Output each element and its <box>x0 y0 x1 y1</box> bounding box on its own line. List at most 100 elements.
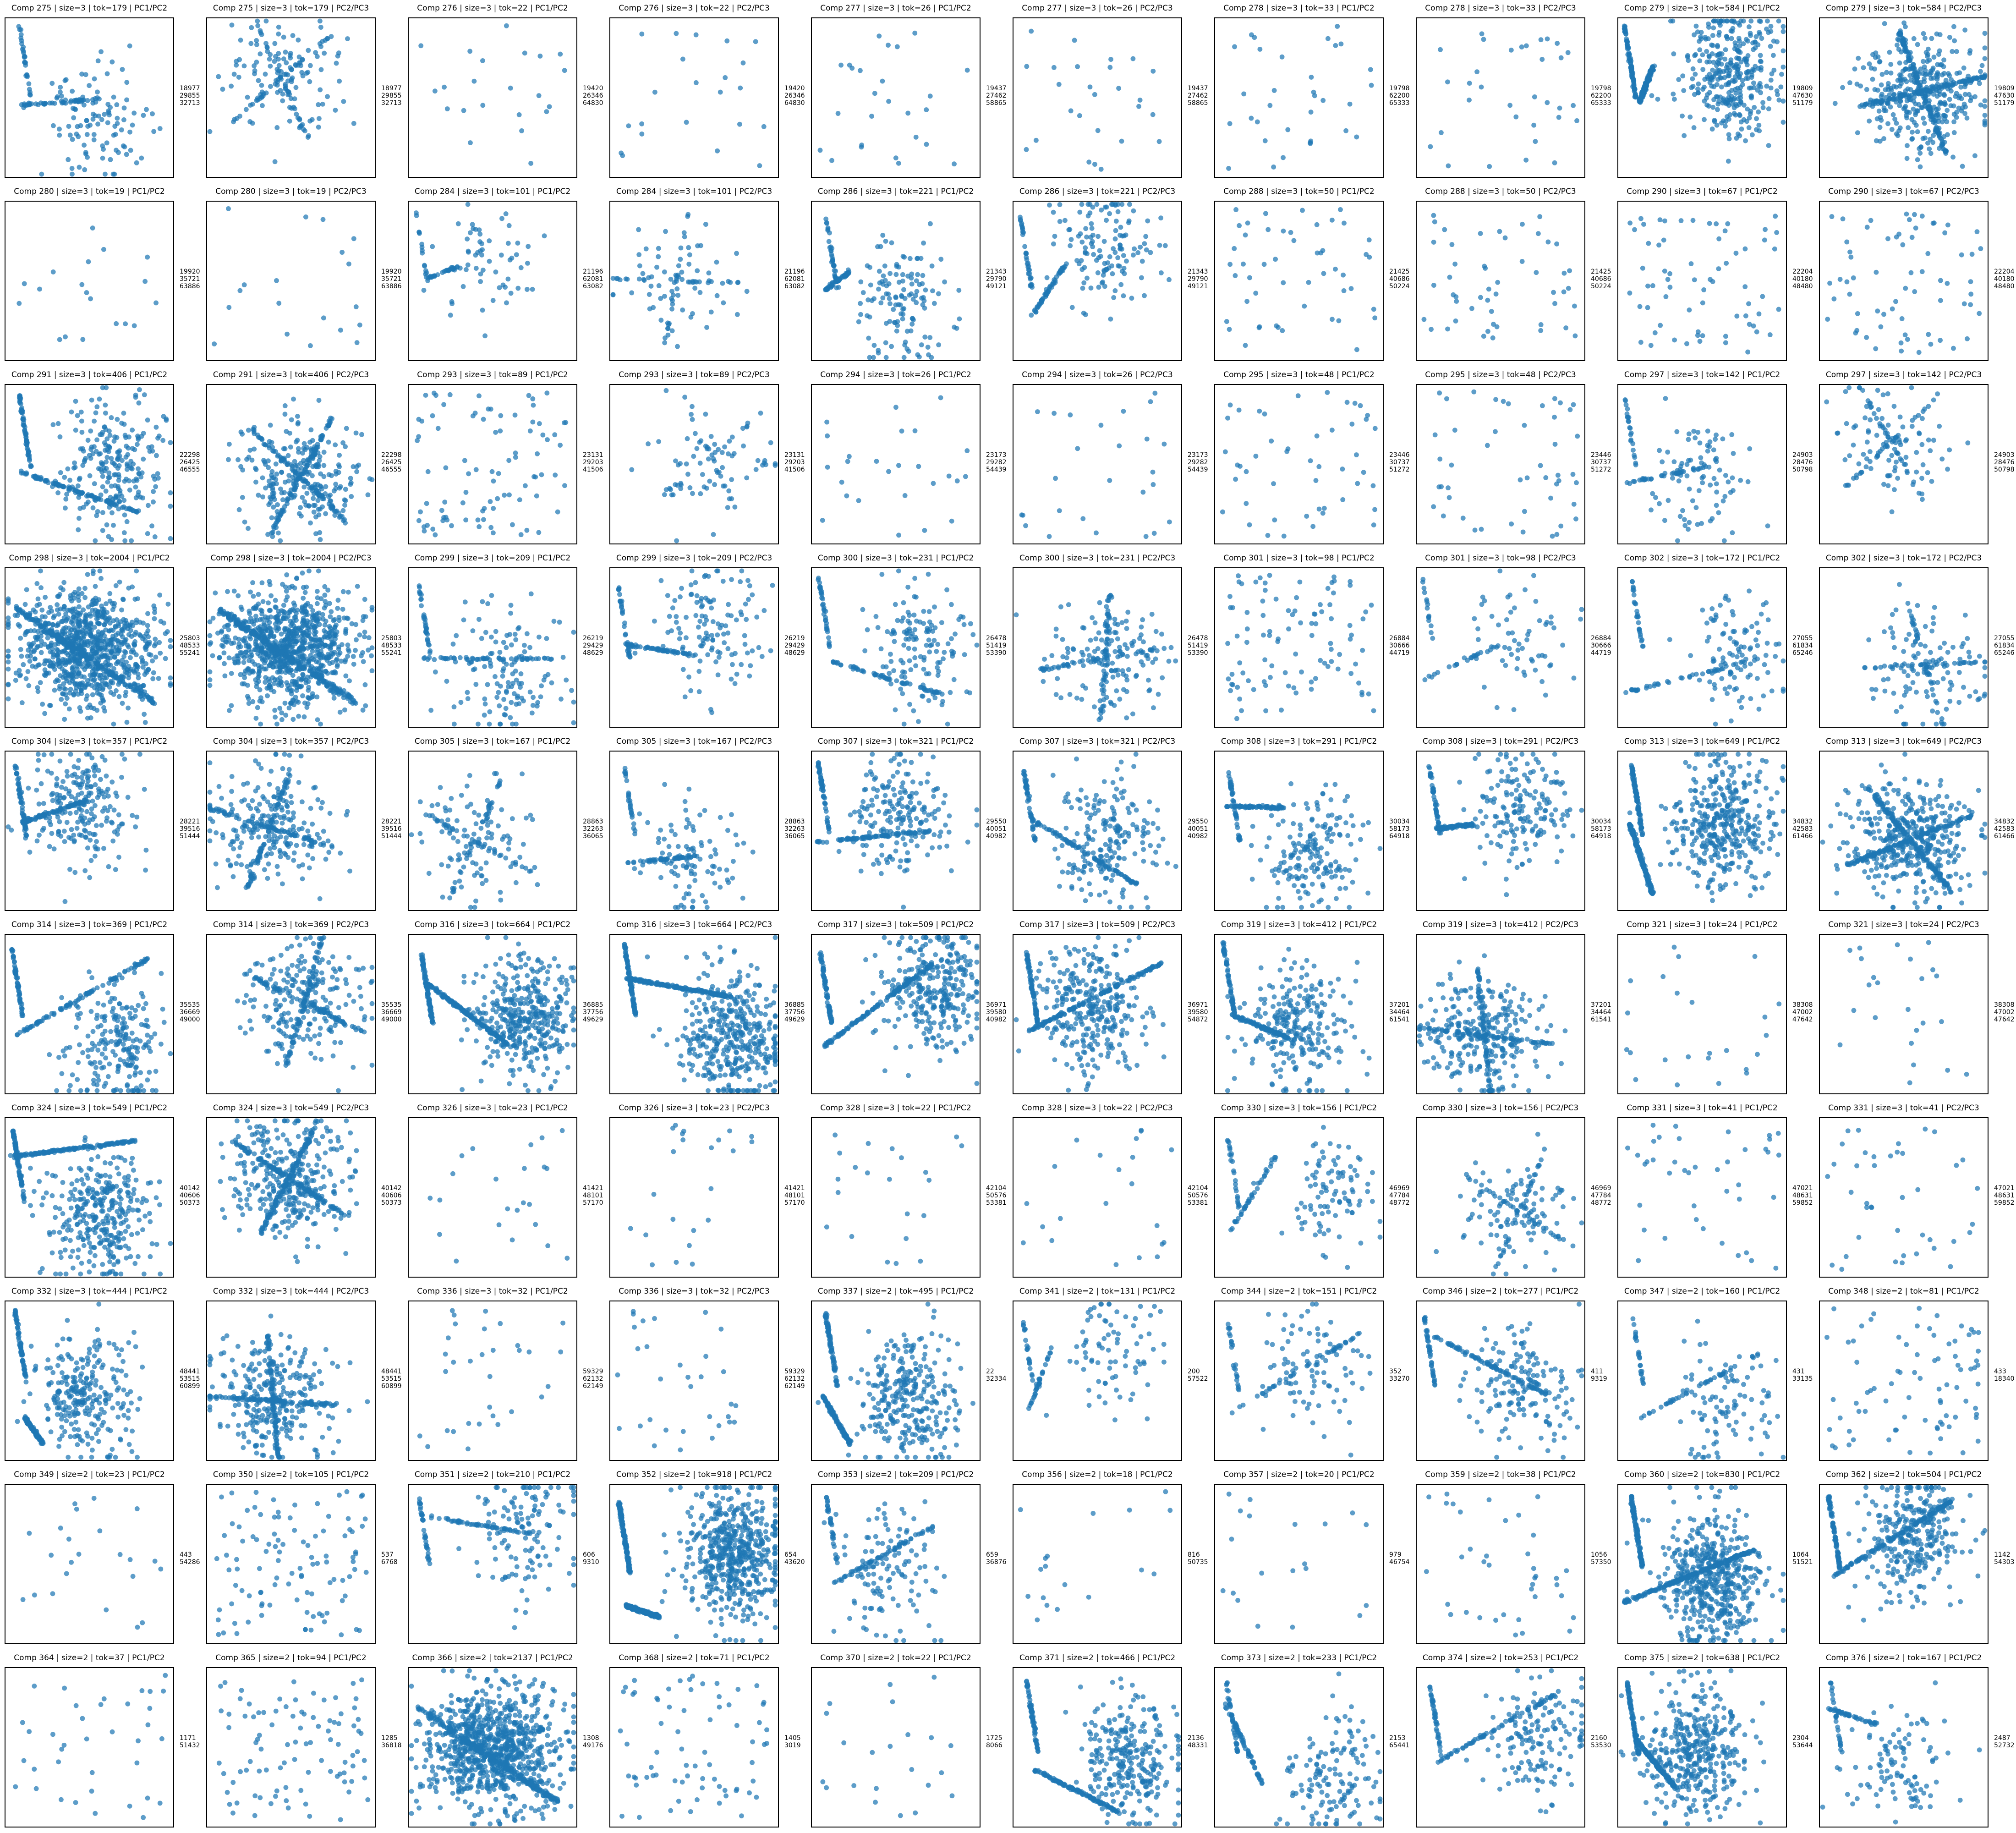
scatter-point <box>1089 221 1094 226</box>
scatter-point <box>276 56 281 62</box>
scatter-point <box>1708 482 1713 488</box>
scatter-point <box>1161 441 1167 447</box>
side-id-label: 23173 <box>1188 451 1208 459</box>
scatter-point <box>1714 221 1719 226</box>
scatter-point <box>880 295 886 301</box>
scatter-panel: Comp 291 | size=3 | tok=406 | PC1/PC2 222… <box>0 367 202 550</box>
scatter-point <box>61 606 66 612</box>
scatter-point <box>417 230 422 236</box>
scatter-point <box>1749 93 1754 99</box>
scatter-point <box>1244 469 1249 474</box>
scatter-point <box>524 287 530 292</box>
scatter-point <box>85 572 90 577</box>
scatter-point <box>1956 95 1961 101</box>
scatter-point <box>1938 338 1943 343</box>
scatter-point <box>300 495 305 500</box>
scatter-point <box>1732 46 1737 51</box>
side-id-labels: 23446 30737 51272 <box>1389 451 1410 473</box>
scatter-point <box>1864 439 1870 445</box>
scatter-point <box>718 89 723 95</box>
scatter-point <box>1121 408 1126 414</box>
scatter-point <box>1748 18 1754 24</box>
scatter-point <box>1431 283 1436 288</box>
scatter-point <box>276 31 281 37</box>
scatter-point <box>58 470 63 475</box>
scatter-point <box>936 291 941 296</box>
scatter-point <box>1947 447 1952 453</box>
scatter-point <box>1896 231 1902 237</box>
scatter-panel: Comp 276 | size=3 | tok=22 | PC2/PC3 1942… <box>605 0 806 183</box>
scatter-point <box>321 474 327 479</box>
scatter-point <box>317 454 323 460</box>
scatter-point <box>100 430 105 435</box>
scatter-point <box>1062 218 1068 223</box>
scatter-point <box>1737 50 1743 55</box>
scatter-point <box>758 411 763 416</box>
scatter-point <box>1697 339 1703 344</box>
scatter-point <box>1712 119 1717 124</box>
scatter-point <box>130 122 135 128</box>
scatter-point <box>505 276 511 282</box>
scatter-point <box>473 252 478 258</box>
scatter-point <box>258 435 263 441</box>
scatter-point <box>1252 35 1257 40</box>
scatter-point <box>1567 268 1572 274</box>
scatter-point <box>1575 434 1580 439</box>
scatter-point <box>1729 88 1735 93</box>
scatter-point <box>43 595 48 600</box>
scatter-point <box>1027 271 1032 276</box>
scatter-point <box>1934 93 1940 99</box>
scatter-point <box>493 429 499 435</box>
scatter-point <box>1686 431 1692 437</box>
scatter-point <box>465 202 471 207</box>
scatter-point <box>1913 225 1918 231</box>
scatter-point <box>1692 277 1697 283</box>
scatter-point <box>442 84 447 90</box>
scatter-point <box>1753 127 1759 132</box>
scatter-point <box>1057 508 1062 513</box>
scatter-point <box>1933 127 1938 133</box>
scatter-point <box>1098 423 1104 428</box>
scatter-point <box>1534 270 1539 275</box>
scatter-point <box>498 413 504 418</box>
scatter-point <box>1492 429 1498 434</box>
scatter-point <box>114 501 120 507</box>
scatter-point <box>1847 249 1852 255</box>
scatter-point <box>849 66 855 71</box>
scatter-point <box>334 60 339 66</box>
scatter-point <box>669 306 674 312</box>
scatter-point <box>1768 85 1774 91</box>
scatter-point <box>1122 271 1127 276</box>
scatter-point <box>1874 138 1879 143</box>
plot-area <box>206 17 376 178</box>
side-id-label: 51179 <box>1994 99 2015 107</box>
scatter-point <box>1046 534 1052 539</box>
scatter-point <box>336 50 341 55</box>
scatter-point <box>1896 32 1901 37</box>
scatter-point <box>316 124 321 130</box>
scatter-point <box>1150 469 1156 475</box>
scatter-point <box>1056 82 1062 87</box>
scatter-point <box>275 502 280 507</box>
scatter-point <box>1861 452 1866 457</box>
scatter-point <box>526 244 531 249</box>
scatter-point <box>284 428 289 434</box>
scatter-point <box>107 620 113 626</box>
scatter-point <box>69 171 75 177</box>
scatter-point <box>1235 462 1240 468</box>
side-id-label: 48480 <box>1994 283 2015 290</box>
scatter-point <box>285 462 290 467</box>
scatter-point <box>1962 111 1967 116</box>
scatter-point <box>512 412 518 418</box>
scatter-point <box>37 662 42 668</box>
scatter-point <box>1118 225 1123 230</box>
scatter-point <box>490 530 496 536</box>
scatter-point <box>558 51 563 57</box>
scatter-point <box>1428 144 1433 149</box>
scatter-point <box>314 54 320 59</box>
scatter-point <box>1917 150 1923 156</box>
scatter-point <box>24 471 29 477</box>
scatter-point <box>488 525 494 530</box>
scatter-point <box>1281 228 1286 234</box>
scatter-point <box>1901 20 1907 26</box>
